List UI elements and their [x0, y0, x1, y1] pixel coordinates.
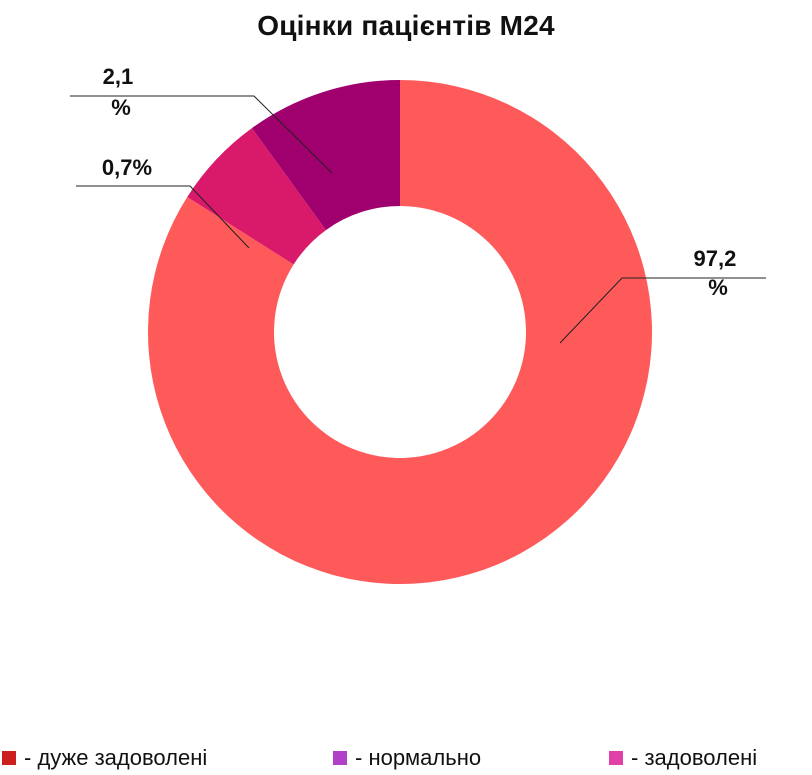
legend-label: - нормально — [355, 745, 482, 770]
legend-item-normal: - нормально — [333, 745, 481, 771]
chart-title: Оцінки пацієнтів М24 — [257, 10, 555, 41]
data-label-normal: 2,1 % — [103, 64, 140, 120]
legend-item-satisfied: - задоволені — [609, 745, 757, 771]
leader-line-satisfied — [76, 185, 250, 249]
slice-satisfied — [187, 128, 326, 265]
slice-very-satisfied — [148, 80, 653, 584]
slice-normal — [251, 80, 400, 231]
legend: - дуже задоволені - нормально - задоволе… — [0, 745, 812, 775]
legend-label: - дуже задоволені — [24, 745, 208, 770]
legend-swatch — [333, 751, 347, 765]
leader-line-normal — [70, 95, 333, 174]
data-label-very-satisfied: 97,2 % — [694, 246, 743, 300]
leader-line-very-satisfied — [559, 277, 766, 344]
legend-item-very-satisfied: - дуже задоволені — [2, 745, 207, 771]
data-label-satisfied: 0,7% — [102, 155, 152, 180]
legend-swatch — [609, 751, 623, 765]
legend-label: - задоволені — [631, 745, 758, 770]
legend-swatch — [2, 751, 16, 765]
